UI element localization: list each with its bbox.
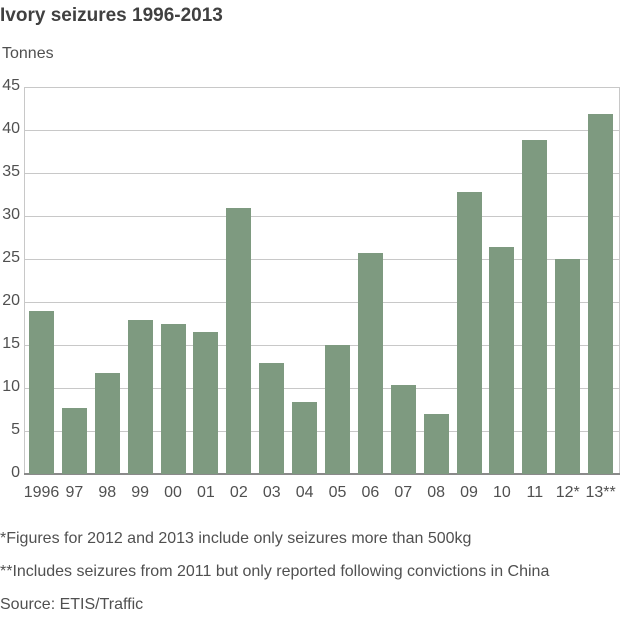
x-tick-label: 98 (98, 484, 117, 501)
footnote-2: **Includes seizures from 2011 but only r… (0, 563, 550, 580)
x-tick-label: 97 (65, 484, 84, 501)
gridline (25, 173, 619, 174)
x-axis-baseline (24, 473, 620, 475)
gridline (25, 388, 619, 389)
y-tick-label: 5 (11, 421, 20, 438)
y-tick-label: 20 (2, 292, 20, 309)
y-tick-label: 30 (2, 206, 20, 223)
x-tick-label: 13** (585, 484, 616, 501)
bar-03 (259, 363, 285, 474)
y-tick-label: 0 (11, 464, 20, 481)
bar-98 (94, 373, 120, 474)
x-tick-label: 08 (427, 484, 446, 501)
y-tick-label: 15 (2, 335, 20, 352)
footnote-1: *Figures for 2012 and 2013 include only … (0, 530, 472, 547)
bar-1996 (29, 310, 54, 474)
gridline (25, 130, 619, 131)
x-tick-label: 10 (493, 484, 511, 501)
bar-04 (292, 401, 318, 474)
y-tick-label: 40 (2, 120, 20, 137)
bar-13 (588, 113, 614, 474)
chart-title: Ivory seizures 1996-2013 (0, 5, 223, 26)
gridline (25, 345, 619, 346)
gridline (25, 431, 619, 432)
gridline (25, 259, 619, 260)
x-tick-label: 1996 (23, 484, 60, 501)
y-tick-label: 25 (2, 249, 20, 266)
x-tick-label: 12* (555, 484, 580, 501)
bar-08 (423, 413, 449, 474)
x-tick-label: 02 (229, 484, 248, 501)
x-tick-label: 00 (164, 484, 182, 501)
bar-06 (357, 252, 383, 474)
x-tick-label: 03 (262, 484, 281, 501)
bar-01 (193, 332, 219, 474)
x-tick-label: 99 (131, 484, 150, 501)
x-tick-label: 04 (295, 484, 314, 501)
y-axis-unit-label: Tonnes (2, 45, 54, 62)
x-tick-label: 06 (361, 484, 380, 501)
plot-area (24, 87, 620, 474)
y-tick-label: 35 (2, 163, 20, 180)
gridline (25, 216, 619, 217)
bar-99 (127, 320, 153, 474)
bar-02 (226, 208, 252, 474)
bar-05 (325, 345, 350, 474)
bar-07 (390, 385, 416, 474)
bar-10 (489, 246, 515, 474)
y-tick-label: 45 (2, 77, 20, 94)
y-tick-label: 10 (2, 378, 20, 395)
source-note: Source: ETIS/Traffic (0, 596, 144, 613)
bar-00 (160, 324, 186, 474)
x-tick-label: 09 (460, 484, 478, 501)
x-tick-label: 11 (526, 484, 544, 501)
x-tick-label: 05 (328, 484, 347, 501)
x-tick-label: 01 (197, 484, 215, 501)
bar-12 (555, 259, 581, 474)
gridline (25, 302, 619, 303)
bar-09 (456, 191, 482, 474)
bar-11 (522, 140, 548, 474)
x-tick-label: 07 (394, 484, 413, 501)
bar-97 (61, 407, 87, 474)
